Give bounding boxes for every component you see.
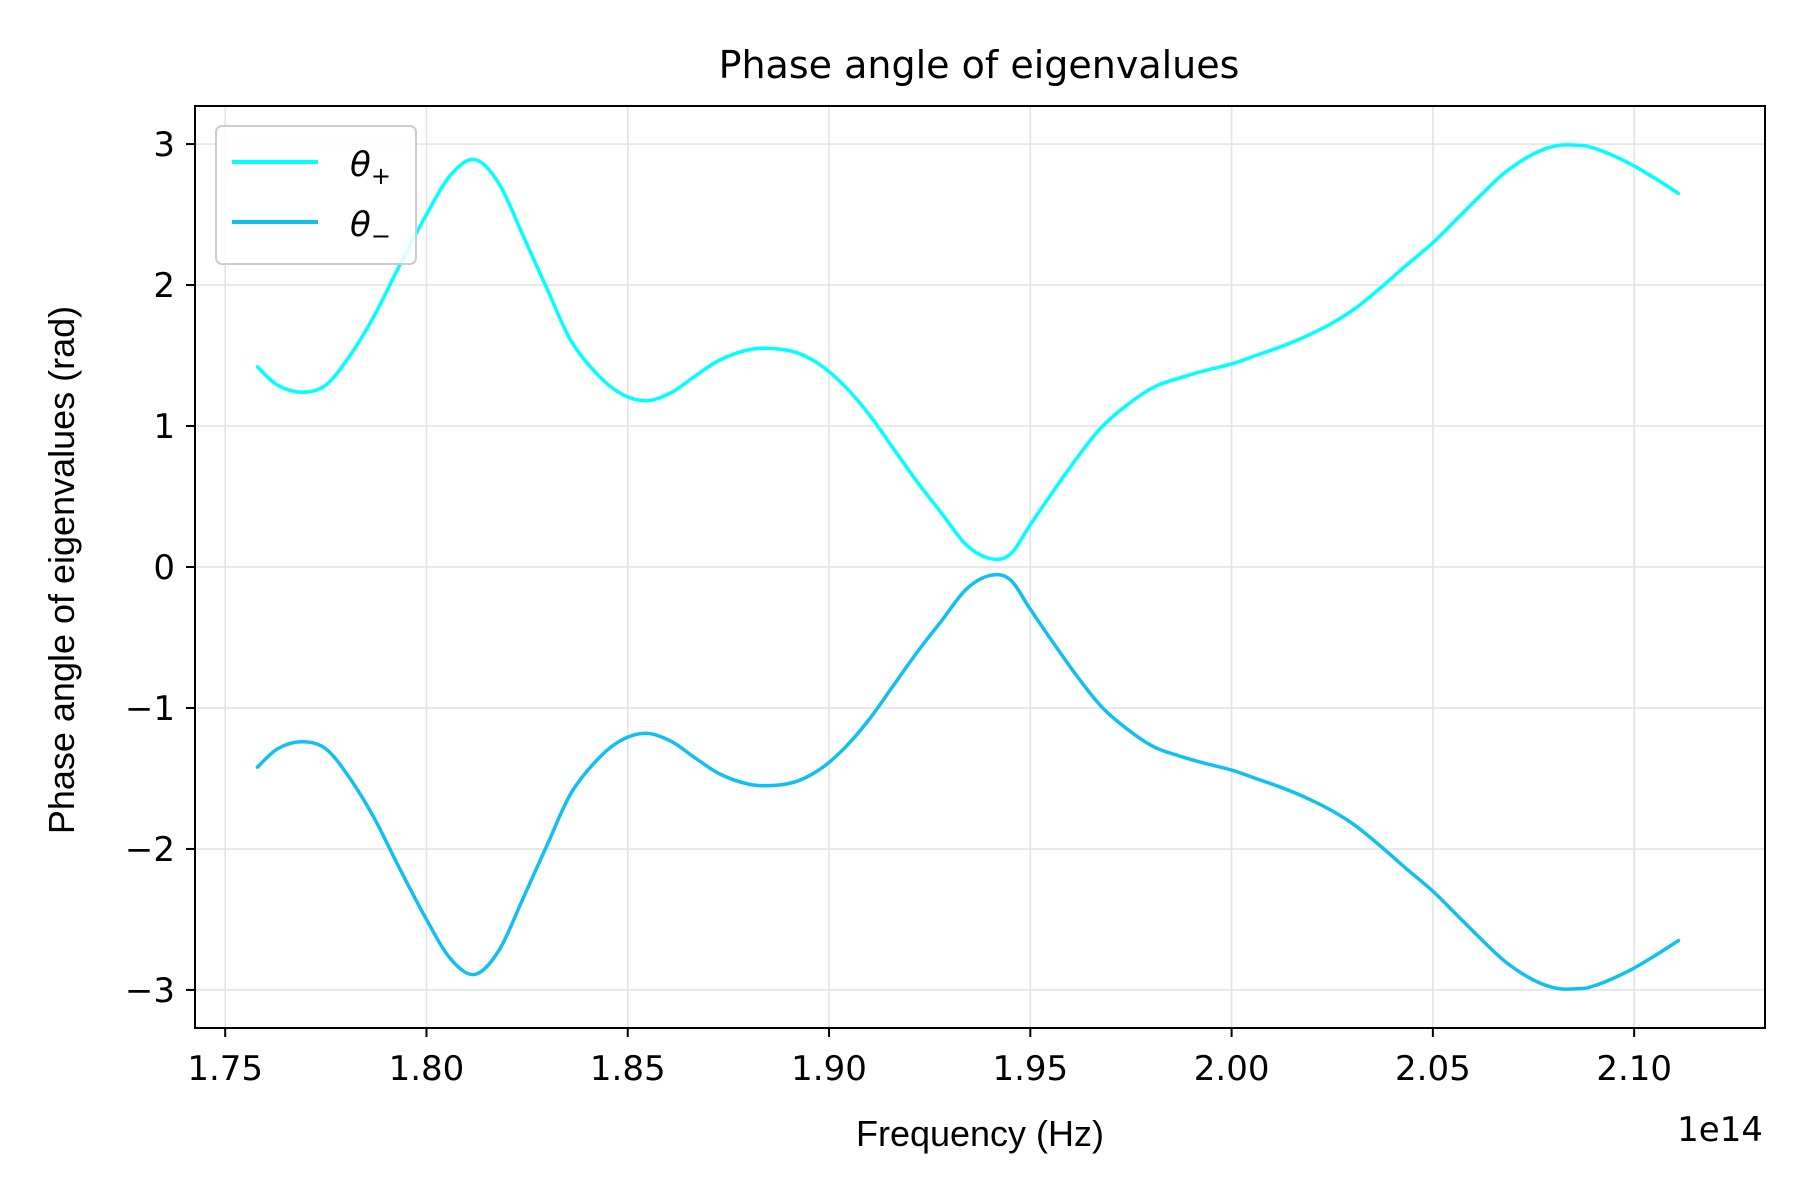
series-layer	[255, 143, 1681, 991]
x-tick-label: 1.75	[187, 1049, 263, 1089]
grid	[195, 106, 1765, 1028]
x-tick-label: 2.10	[1596, 1049, 1672, 1089]
y-tick-label: 0	[153, 548, 175, 588]
x-tick-label: 2.05	[1395, 1049, 1471, 1089]
y-tick-label: −1	[125, 689, 175, 729]
x-axis-label: Frequency (Hz)	[856, 1113, 1104, 1154]
x-tick-label: 1.80	[389, 1049, 465, 1089]
legend: θ+ θ−	[215, 125, 417, 265]
legend-label-theta-minus-base: θ	[350, 205, 371, 245]
y-tick-label: 1	[153, 407, 175, 447]
series-line-theta-minus	[255, 572, 1681, 991]
y-tick-label: −2	[125, 830, 175, 870]
series-line-theta-plus	[255, 143, 1681, 562]
y-tick-label: 3	[153, 125, 175, 165]
ticks: 1.75 1.80 1.85 1.90 1.95 2.00 2.05 2.10 3 2 1 0 −1 −2…	[125, 125, 1672, 1089]
x-tick-label: 1.85	[590, 1049, 666, 1089]
x-tick-label: 1.90	[791, 1049, 867, 1089]
y-tick-label: −3	[125, 971, 175, 1011]
x-tick-label: 2.00	[1194, 1049, 1270, 1089]
x-tick-label: 1.95	[992, 1049, 1068, 1089]
y-tick-label: 2	[153, 266, 175, 306]
chart-title: Phase angle of eigenvalues	[719, 43, 1240, 87]
x-offset-label: 1e14	[1677, 1110, 1763, 1150]
legend-label-theta-plus-sub: +	[371, 162, 391, 190]
y-axis-label: Phase angle of eigenvalues (rad)	[41, 306, 82, 834]
legend-label-theta-minus-sub: −	[371, 222, 391, 250]
legend-label-theta-plus-base: θ	[350, 145, 371, 185]
legend-label-theta-plus: θ+	[350, 145, 391, 190]
legend-label-theta-minus: θ−	[350, 205, 391, 250]
